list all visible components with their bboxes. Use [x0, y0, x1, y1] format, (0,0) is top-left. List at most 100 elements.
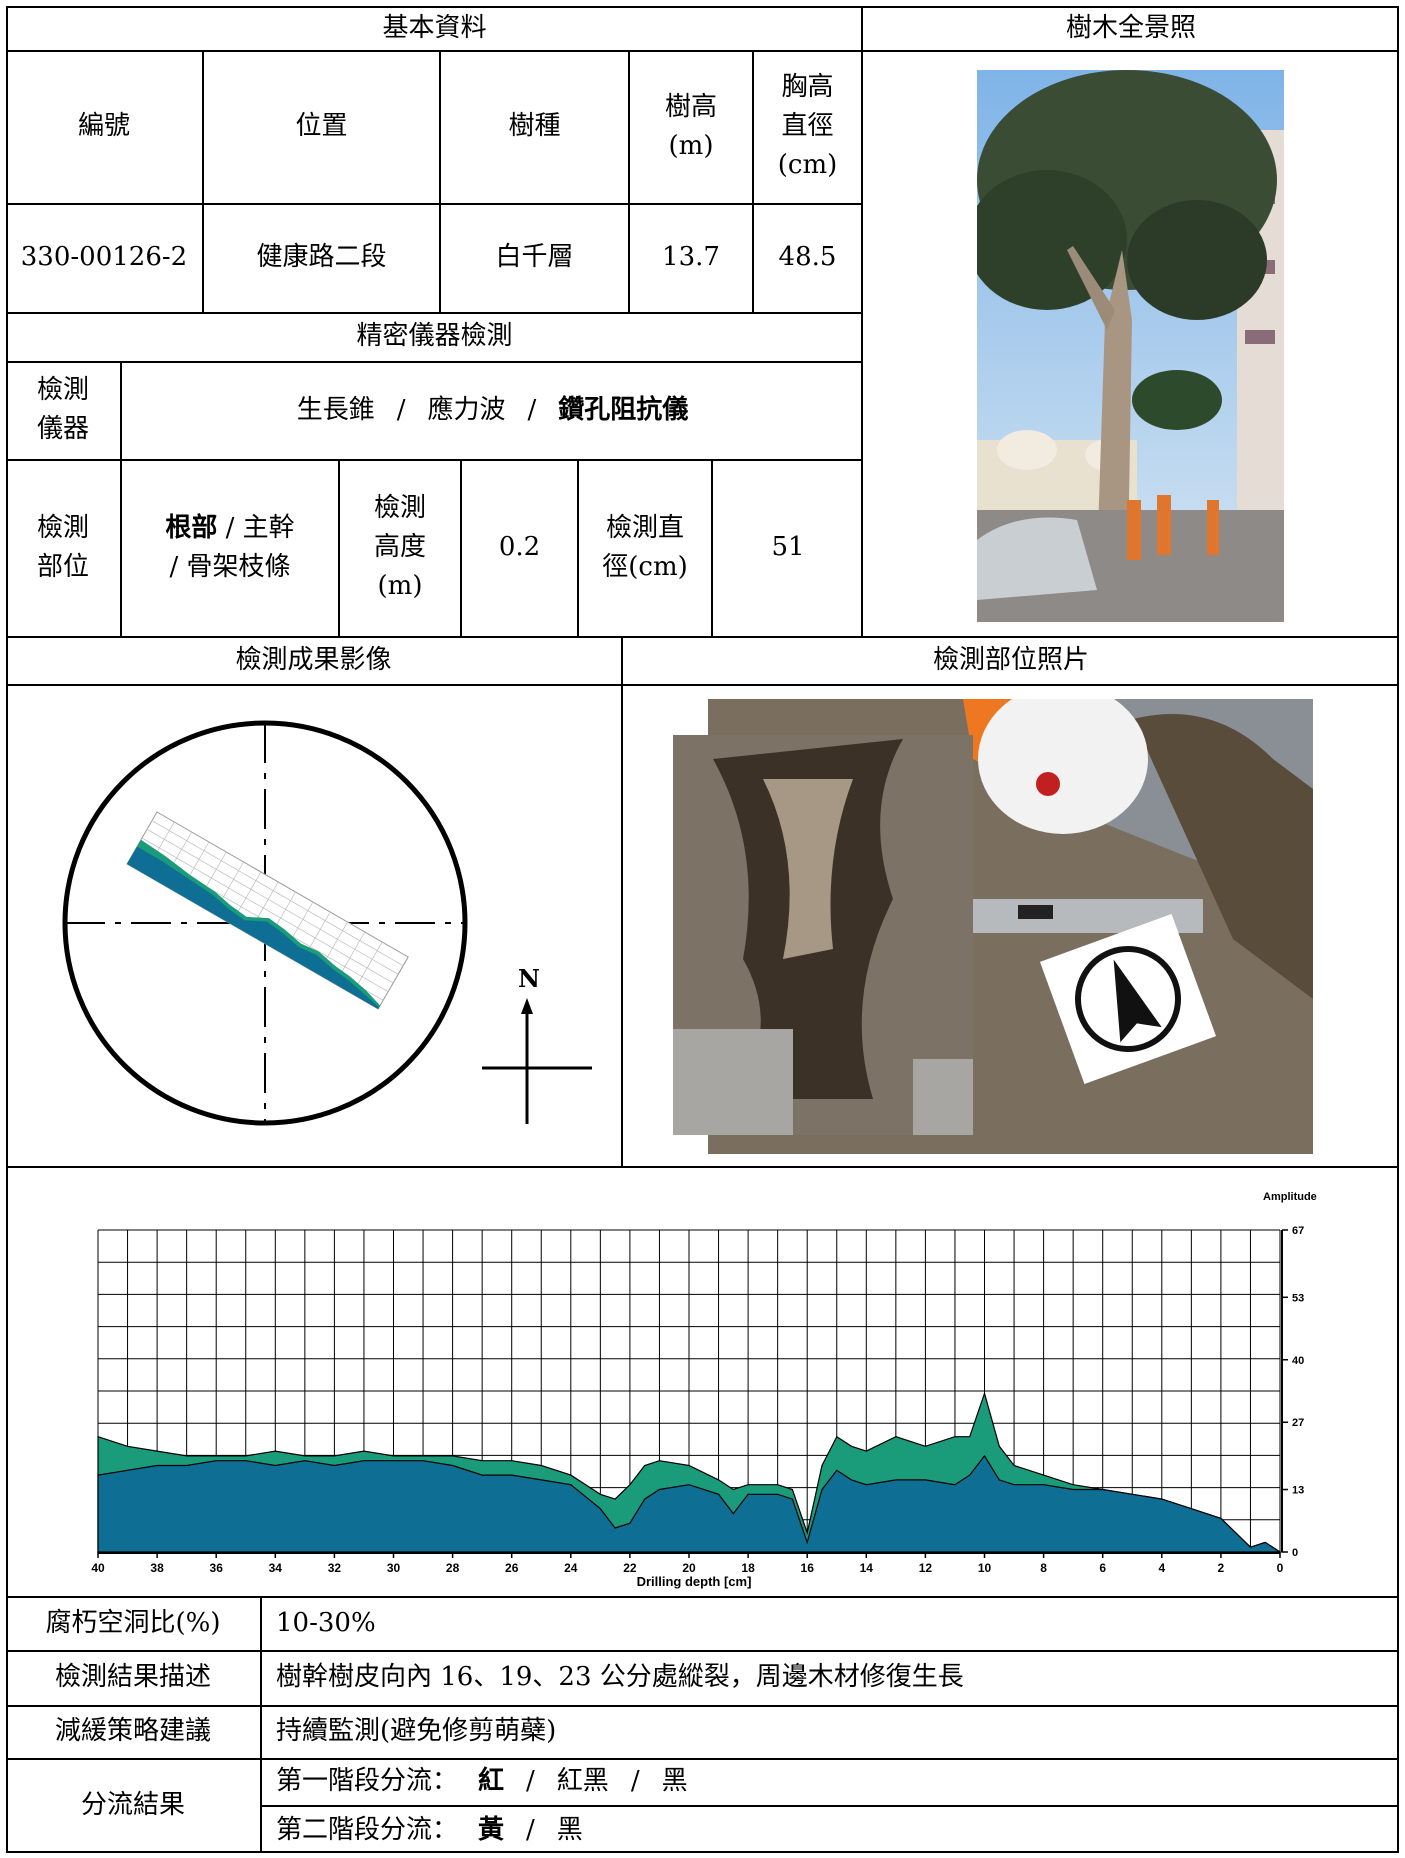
y-tick-label: 67	[1292, 1225, 1304, 1237]
x-tick-label: 18	[741, 1561, 755, 1575]
result-image-header: 檢測成果影像	[235, 644, 392, 675]
x-tick-label: 30	[387, 1561, 401, 1575]
col-location-header: 位置	[295, 111, 348, 141]
col-dbh-header: 胸高 直徑 (cm)	[754, 50, 861, 203]
north-arrow-icon: N	[482, 964, 592, 1126]
y-tick-label: 53	[1292, 1292, 1304, 1304]
tree-id: 330-00126-2	[20, 242, 188, 272]
x-tick-label: 32	[328, 1561, 342, 1575]
x-tick-label: 14	[860, 1561, 874, 1575]
col-height-line1: 樹高	[664, 91, 717, 122]
x-tick-label: 26	[505, 1561, 519, 1575]
mitigation-label: 減緩策略建議	[54, 1716, 211, 1746]
tree-height: 13.7	[662, 242, 720, 272]
result-description-value: 樹幹樹皮向內 16、19、23 公分處縱裂，周邊木材修復生長	[276, 1662, 964, 1692]
site-photo-header: 檢測部位照片	[932, 644, 1089, 675]
y-tick-label: 13	[1292, 1485, 1304, 1497]
tree-species: 白千層	[495, 242, 574, 272]
col-height-header: 樹高 (m)	[630, 50, 752, 203]
tree-panorama-photo	[977, 70, 1284, 622]
y-tick-label: 0	[1292, 1547, 1298, 1559]
stage2-label: 第二階段分流：	[276, 1814, 459, 1845]
col-dbh-line2: 直徑	[781, 111, 834, 141]
col-species-header: 樹種	[508, 111, 561, 141]
col-id-header: 編號	[77, 111, 130, 141]
x-tick-label: 16	[801, 1561, 815, 1575]
instrument-option-increment-borer: 生長錐	[296, 394, 375, 425]
chart-areas	[97, 1391, 1283, 1553]
north-label: N	[518, 964, 540, 993]
classification-label: 分流結果	[80, 1790, 185, 1820]
instrument-header: 精密儀器檢測	[356, 321, 513, 351]
col-height-line2: (m)	[668, 130, 714, 161]
chart-y-axis-label: Amplitude [%]	[1263, 1191, 1320, 1203]
stage1-option-black: 黑	[661, 1766, 688, 1796]
x-tick-label: 8	[1040, 1561, 1047, 1575]
diameter-label-line1: 檢測直	[605, 512, 684, 543]
y-tick-label: 27	[1292, 1417, 1304, 1429]
stage1-option-red-black: 紅黑	[556, 1766, 609, 1796]
height-label-line2: 高度	[373, 532, 426, 562]
panorama-header: 樹木全景照	[1065, 13, 1196, 43]
diameter-label-line2: 徑(cm)	[602, 551, 688, 582]
height-label: 檢測 高度 (m)	[340, 459, 460, 636]
part-label: 檢測 部位	[6, 459, 120, 636]
separator: /	[396, 394, 406, 425]
separator: /	[526, 1766, 535, 1796]
x-tick-label: 38	[150, 1561, 164, 1575]
instrument-option-stress-wave: 應力波	[427, 394, 506, 425]
separator: /	[169, 551, 179, 582]
height-label-line3: (m)	[377, 571, 423, 601]
decay-ratio-label: 腐朽空洞比(%)	[45, 1607, 221, 1638]
height-value: 0.2	[498, 532, 541, 562]
x-tick-label: 6	[1099, 1561, 1106, 1575]
col-dbh-line3: (cm)	[777, 150, 838, 180]
separator: /	[526, 1814, 535, 1845]
x-tick-label: 22	[623, 1561, 637, 1575]
x-tick-label: 4	[1158, 1561, 1165, 1575]
separator: /	[630, 1766, 640, 1796]
height-label-line1: 檢測	[373, 493, 426, 523]
mitigation-value: 持續監測(避免修剪萌蘗)	[276, 1716, 557, 1746]
instrument-label: 檢測 儀器	[6, 361, 120, 459]
instrument-label-line2: 儀器	[36, 414, 89, 444]
part-label-line1: 檢測	[36, 512, 89, 543]
x-tick-label: 12	[919, 1561, 933, 1575]
diameter-label: 檢測直 徑(cm)	[579, 459, 711, 636]
instrument-options: 生長錐 / 應力波 / 鑽孔阻抗儀	[122, 361, 863, 459]
x-tick-label: 36	[210, 1561, 224, 1575]
instrument-label-line1: 檢測	[36, 375, 89, 405]
part-option-branch: 骨架枝條	[186, 551, 291, 582]
instrument-option-resistograph: 鑽孔阻抗儀	[558, 394, 689, 425]
chart-x-axis-label: Drilling depth [cm]	[637, 1574, 752, 1589]
site-photo	[673, 699, 1313, 1154]
stage1-label: 第一階段分流：	[276, 1766, 459, 1796]
x-tick-label: 34	[269, 1561, 283, 1575]
stage1-option-red: 紅	[478, 1766, 505, 1796]
col-dbh-line1: 胸高	[781, 72, 834, 102]
decay-ratio-value: 10-30%	[276, 1607, 376, 1638]
x-tick-label: 28	[446, 1561, 460, 1575]
x-tick-label: 20	[682, 1561, 696, 1575]
separator: /	[527, 394, 537, 425]
part-option-trunk: 主幹	[242, 512, 295, 543]
tomogram-diagram	[60, 718, 490, 1148]
separator: /	[225, 512, 235, 543]
stage2-option-yellow: 黃	[478, 1814, 505, 1845]
x-tick-label: 10	[978, 1561, 992, 1575]
amplitude-series-2	[97, 1454, 1283, 1553]
result-description-label: 檢測結果描述	[54, 1662, 211, 1692]
tree-location: 健康路二段	[256, 242, 387, 272]
x-tick-label: 2	[1218, 1561, 1225, 1575]
basic-header: 基本資料	[382, 13, 487, 43]
part-options: 根部 / 主幹 / 骨架枝條	[122, 459, 338, 636]
stage2-classification: 第二階段分流： 黃 / 黑	[262, 1807, 1399, 1853]
part-option-root: 根部	[165, 512, 218, 543]
chart-x-ticks: 40 38 36 34 32 30 28 26 24 22 20 18 16 14 12 10 8 6 4 2 0	[91, 1552, 1284, 1575]
chart-y-ticks: 0 13 27 40 53 67	[1281, 1225, 1304, 1559]
x-tick-label: 0	[1277, 1561, 1284, 1575]
tree-dbh: 48.5	[778, 242, 837, 272]
diameter-value: 51	[771, 532, 805, 562]
stage1-classification: 第一階段分流： 紅 / 紅黑 / 黑	[262, 1758, 1399, 1805]
